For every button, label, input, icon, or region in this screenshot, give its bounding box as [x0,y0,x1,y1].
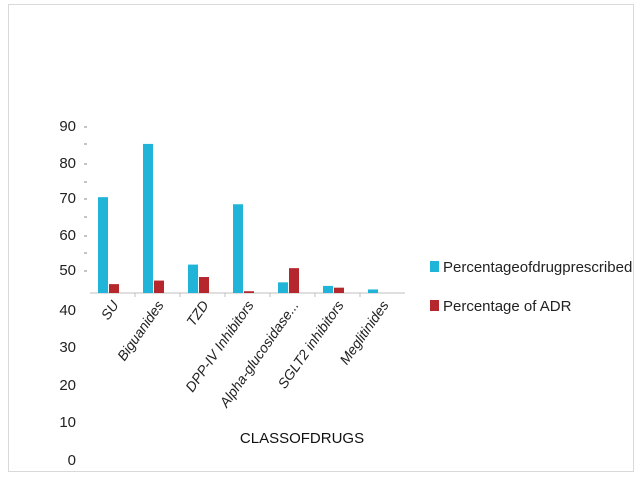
legend-swatch-0 [430,261,439,272]
bar-adr-2 [199,277,209,293]
y-tick-label: 0 [68,452,76,469]
bar-prescribed-0 [98,197,108,293]
bar-prescribed-2 [188,264,198,293]
y-tick-label: 90 [59,118,76,135]
bar-adr-0 [109,284,119,293]
bar-adr-4 [289,268,299,293]
y-tick-label: 60 [59,227,76,244]
legend-label-0: Percentageofdrugprescribed [443,259,632,276]
y-tick-label: 40 [59,302,76,319]
bar-prescribed-1 [143,143,153,293]
bar-prescribed-6 [368,289,378,293]
chart-frame [8,4,634,472]
y-tick-label: 20 [59,377,76,394]
bar-adr-5 [334,287,344,293]
x-category-label: Biguanides [114,298,167,364]
x-category-label: SU [97,297,122,323]
y-tick-label: 80 [59,155,76,172]
legend-swatch-1 [430,300,439,311]
y-tick-label: 30 [59,339,76,356]
legend-label-1: Percentage of ADR [443,298,572,315]
bar-prescribed-5 [323,285,333,293]
y-tick-label: 50 [59,262,76,279]
x-category-label: Alpha-glucosidase... [216,298,302,411]
bar-prescribed-3 [233,204,243,293]
bar-adr-1 [154,280,164,293]
y-tick-label: 70 [59,190,76,207]
x-axis-title: CLASSOFDRUGS [240,430,364,447]
x-category-label: TZD [183,298,212,329]
y-tick-label: 10 [59,414,76,431]
bar-prescribed-4 [278,282,288,293]
bar-adr-3 [244,291,254,293]
